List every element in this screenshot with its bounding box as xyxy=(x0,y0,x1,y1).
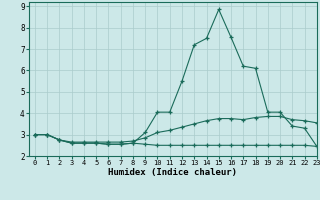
X-axis label: Humidex (Indice chaleur): Humidex (Indice chaleur) xyxy=(108,168,237,177)
